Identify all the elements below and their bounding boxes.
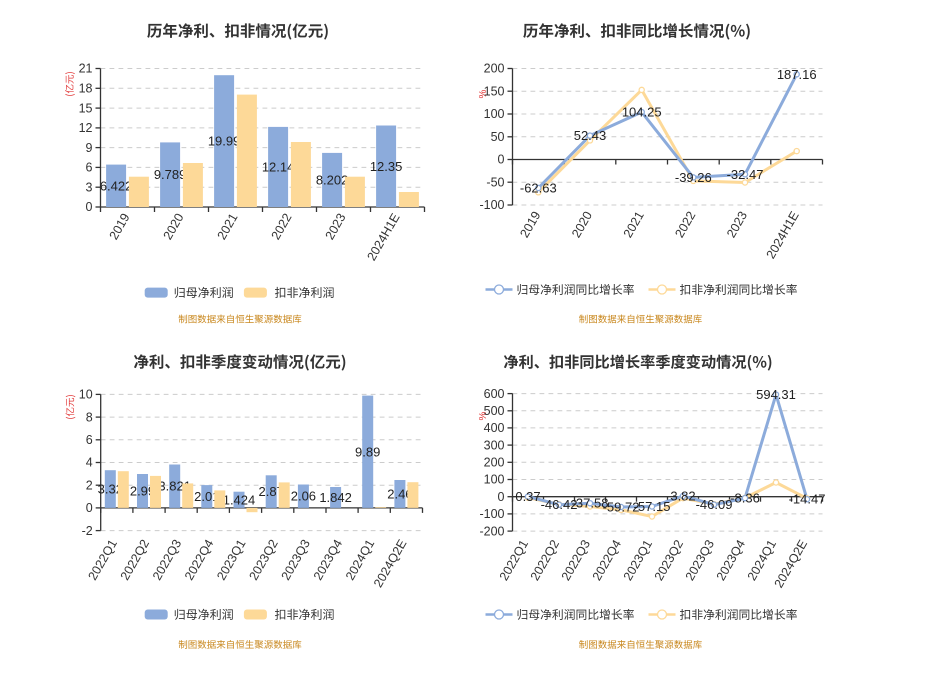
svg-text:-57.15: -57.15	[634, 499, 671, 514]
svg-text:0: 0	[498, 490, 505, 504]
svg-text:0: 0	[86, 501, 93, 515]
svg-text:1.842: 1.842	[319, 490, 352, 505]
svg-text:-62.63: -62.63	[520, 181, 557, 196]
svg-text:-8.36: -8.36	[730, 491, 760, 506]
svg-text:12: 12	[79, 121, 93, 135]
svg-text:400: 400	[484, 421, 505, 435]
svg-text:-39.26: -39.26	[675, 170, 712, 185]
svg-text:300: 300	[484, 438, 505, 452]
svg-text:2: 2	[86, 478, 93, 492]
svg-text:100: 100	[484, 473, 505, 487]
svg-text:9.789: 9.789	[154, 167, 187, 182]
svg-text:12.35: 12.35	[370, 159, 403, 174]
svg-text:200: 200	[484, 62, 505, 76]
svg-text:-32.47: -32.47	[727, 167, 764, 182]
svg-text:187.16: 187.16	[777, 67, 817, 82]
svg-text:15: 15	[79, 101, 93, 115]
svg-text:%: %	[478, 411, 489, 420]
svg-text:2.99: 2.99	[130, 483, 155, 498]
svg-text:3.82: 3.82	[670, 489, 695, 504]
svg-text:-200: -200	[479, 524, 504, 538]
svg-text:10: 10	[79, 388, 93, 402]
svg-text:21: 21	[79, 62, 93, 76]
svg-text:-100: -100	[479, 198, 504, 212]
svg-text:3.32: 3.32	[98, 482, 123, 497]
svg-text:100: 100	[484, 107, 505, 121]
svg-text:2.01: 2.01	[194, 489, 219, 504]
svg-text:600: 600	[484, 387, 505, 401]
svg-text:-46.42: -46.42	[541, 497, 578, 512]
svg-text:-50: -50	[486, 175, 504, 189]
svg-text:19.99: 19.99	[208, 134, 241, 149]
svg-text:-100: -100	[479, 507, 504, 521]
svg-text:3: 3	[86, 180, 93, 194]
svg-text:8: 8	[86, 410, 93, 424]
svg-text:200: 200	[484, 456, 505, 470]
svg-text:2.06: 2.06	[291, 489, 316, 504]
svg-text:-14.47: -14.47	[789, 492, 826, 507]
svg-text:6.422: 6.422	[100, 178, 133, 193]
svg-text:594.31: 594.31	[756, 387, 796, 402]
svg-text:8.202: 8.202	[316, 173, 349, 188]
svg-text:52.43: 52.43	[574, 128, 607, 143]
svg-text:0: 0	[86, 200, 93, 214]
svg-text:4: 4	[86, 456, 93, 470]
svg-text:2.87: 2.87	[259, 484, 284, 499]
svg-text:50: 50	[491, 130, 505, 144]
svg-text:104.25: 104.25	[622, 105, 662, 120]
svg-text:9: 9	[86, 141, 93, 155]
svg-text:9.89: 9.89	[355, 444, 380, 459]
svg-text:0.37: 0.37	[515, 489, 540, 504]
svg-text:2.46: 2.46	[387, 486, 412, 501]
svg-text:12.14: 12.14	[262, 160, 295, 175]
svg-text:150: 150	[484, 85, 505, 99]
svg-text:-37.58: -37.58	[572, 496, 609, 511]
svg-text:-46.09: -46.09	[696, 497, 733, 512]
svg-text:500: 500	[484, 404, 505, 418]
svg-text:0: 0	[498, 153, 505, 167]
svg-text:%: %	[478, 89, 489, 98]
svg-text:-2: -2	[82, 524, 93, 538]
svg-text:6: 6	[86, 433, 93, 447]
svg-text:1.424: 1.424	[223, 492, 256, 507]
svg-text:6: 6	[86, 161, 93, 175]
svg-text:-59.72: -59.72	[603, 500, 640, 515]
svg-text:18: 18	[79, 82, 93, 96]
